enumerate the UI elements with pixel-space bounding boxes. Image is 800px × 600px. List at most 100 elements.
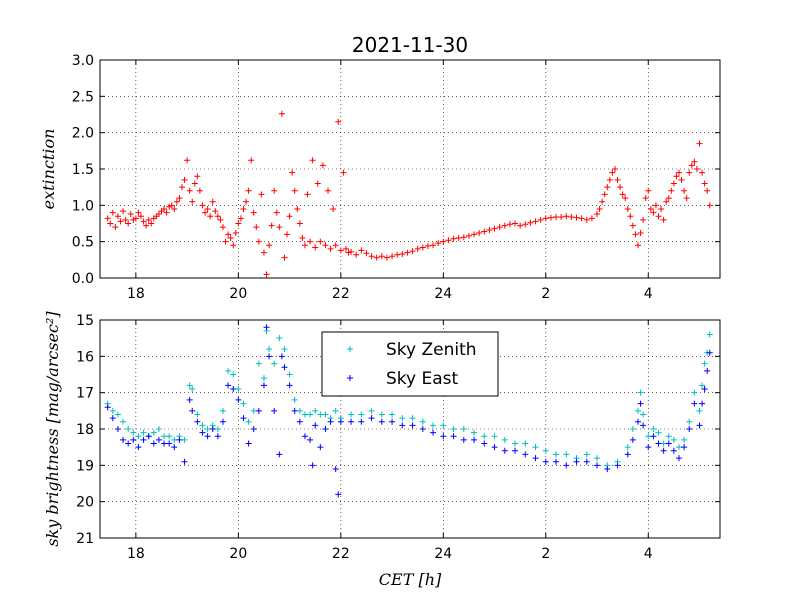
extinction-data-point xyxy=(537,216,544,223)
sky-brightness-data-point xyxy=(286,371,293,378)
sky-brightness-data-point xyxy=(358,418,365,425)
extinction-data-point xyxy=(345,249,352,256)
extinction-data-point xyxy=(330,205,337,212)
extinction-data-point xyxy=(255,238,262,245)
extinction-data-point xyxy=(296,220,303,227)
extinction-y-tick-label: 1.0 xyxy=(72,198,94,214)
sky-brightness-data-point xyxy=(594,455,601,462)
extinction-data-point xyxy=(532,218,539,225)
extinction-panel: 0.00.51.01.52.02.53.0 18 20 22 24 2 4 extinct… xyxy=(39,53,721,302)
sky-brightness-data-point xyxy=(660,440,667,447)
legend-marker xyxy=(347,346,353,352)
sky-brightness-data-point xyxy=(225,367,232,374)
sky-brightness-data-point xyxy=(186,382,193,389)
extinction-data-point xyxy=(655,213,662,220)
sky-brightness-data-point xyxy=(624,451,631,458)
extinction-data-point xyxy=(563,213,570,220)
sky-brightness-y-tick-label: 21 xyxy=(76,531,94,547)
extinction-data-point xyxy=(652,202,659,209)
sky-brightness-data-point xyxy=(440,433,447,440)
sky-brightness-data-point xyxy=(322,411,329,418)
sky-brightness-data-point xyxy=(440,422,447,429)
sky-brightness-x-ticks: 18 20 22 24 2 4 xyxy=(127,320,653,562)
extinction-data-point xyxy=(430,242,437,249)
sky-brightness-data-point xyxy=(691,400,698,407)
extinction-data-point xyxy=(337,247,344,254)
sky-brightness-data-point xyxy=(235,396,242,403)
sky-brightness-data-point xyxy=(214,433,221,440)
extinction-data-point xyxy=(491,225,498,232)
extinction-data-point xyxy=(665,195,672,202)
extinction-data-point xyxy=(335,118,342,125)
extinction-data-point xyxy=(383,254,390,261)
extinction-data-point xyxy=(622,195,629,202)
sky-brightness-data-point xyxy=(171,436,178,443)
extinction-data-point xyxy=(547,214,554,221)
extinction-data-point xyxy=(573,214,580,221)
extinction-data-point xyxy=(299,235,306,242)
extinction-data-point xyxy=(471,231,478,238)
extinction-data-point xyxy=(127,211,134,218)
extinction-data-point xyxy=(258,191,265,198)
sky-brightness-data-point xyxy=(189,386,196,393)
extinction-data-point xyxy=(460,234,467,241)
sky-brightness-data-point xyxy=(166,433,173,440)
sky-brightness-data-point xyxy=(553,451,560,458)
sky-brightness-data-point xyxy=(307,436,314,443)
extinction-data-point xyxy=(558,213,565,220)
extinction-data-point xyxy=(629,222,636,229)
extinction-data-point xyxy=(624,205,631,212)
extinction-data-point xyxy=(440,238,447,245)
sky-brightness-data-point xyxy=(704,367,711,374)
extinction-data-point xyxy=(389,253,396,260)
sky-brightness-data-point xyxy=(665,440,672,447)
extinction-data-point xyxy=(243,198,250,205)
sky-brightness-data-point xyxy=(686,418,693,425)
extinction-data-point xyxy=(240,205,247,212)
sky-brightness-data-point xyxy=(645,433,652,440)
extinction-x-tick-label: 18 xyxy=(127,286,145,302)
extinction-data-point xyxy=(122,216,129,223)
extinction-data-point xyxy=(225,231,232,238)
sky-brightness-data-point xyxy=(645,444,652,451)
extinction-data-point xyxy=(611,166,618,172)
extinction-data-point xyxy=(301,242,308,249)
extinction-data-point xyxy=(273,209,280,216)
sky-brightness-data-point xyxy=(471,429,478,436)
sky-brightness-data-point xyxy=(640,411,647,418)
extinction-data-point xyxy=(173,198,180,205)
sky-brightness-y-tick-label: 19 xyxy=(76,458,94,474)
sky-brightness-data-point xyxy=(409,422,416,429)
extinction-data-point xyxy=(253,224,260,231)
extinction-data-point xyxy=(266,242,273,249)
sky-brightness-data-point xyxy=(155,426,162,432)
sky-brightness-data-point xyxy=(696,407,703,414)
sky-brightness-data-point xyxy=(635,418,642,425)
extinction-data-point xyxy=(706,202,713,209)
extinction-data-point xyxy=(650,209,657,216)
extinction-data-point xyxy=(445,237,452,244)
extinction-data-point xyxy=(114,213,121,220)
sky-brightness-x-tick-label: 24 xyxy=(434,546,452,562)
sky-brightness-data-point xyxy=(161,433,168,440)
sky-brightness-data-point xyxy=(681,436,688,443)
extinction-data-point xyxy=(289,169,296,176)
extinction-data-point xyxy=(125,220,132,227)
sky-brightness-data-point xyxy=(286,382,293,389)
sky-brightness-data-point xyxy=(481,440,488,447)
extinction-data-point xyxy=(260,249,267,256)
sky-brightness-data-point xyxy=(629,426,636,432)
extinction-data-point xyxy=(527,219,534,226)
sky-brightness-y-tick-label: 15 xyxy=(76,313,94,329)
sky-brightness-data-point xyxy=(176,436,183,443)
sky-brightness-data-point xyxy=(637,389,644,396)
sky-brightness-data-point xyxy=(676,455,683,462)
sky-brightness-data-point xyxy=(204,433,211,440)
extinction-data-point xyxy=(143,222,150,229)
extinction-data-point xyxy=(640,216,647,223)
extinction-data-point xyxy=(132,215,139,222)
sky-brightness-x-tick-label: 20 xyxy=(229,546,247,562)
extinction-data-point xyxy=(245,187,252,194)
extinction-data-point xyxy=(250,209,257,216)
legend: Sky Zenith Sky East xyxy=(321,331,499,397)
